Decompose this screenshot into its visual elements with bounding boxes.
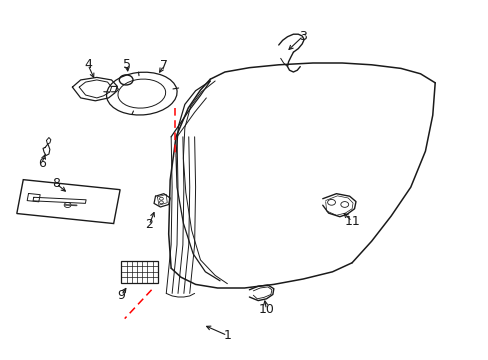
Text: 10: 10	[258, 303, 274, 316]
Text: 2: 2	[145, 219, 153, 231]
Text: 1: 1	[223, 329, 231, 342]
Text: 8: 8	[52, 177, 60, 190]
Text: 7: 7	[160, 59, 167, 72]
Text: 9: 9	[117, 289, 125, 302]
Text: 3: 3	[299, 30, 306, 42]
Bar	[121, 261, 158, 283]
Text: 6: 6	[38, 157, 45, 170]
Text: 11: 11	[344, 215, 359, 228]
Text: 5: 5	[123, 58, 131, 71]
Text: 4: 4	[84, 58, 92, 71]
